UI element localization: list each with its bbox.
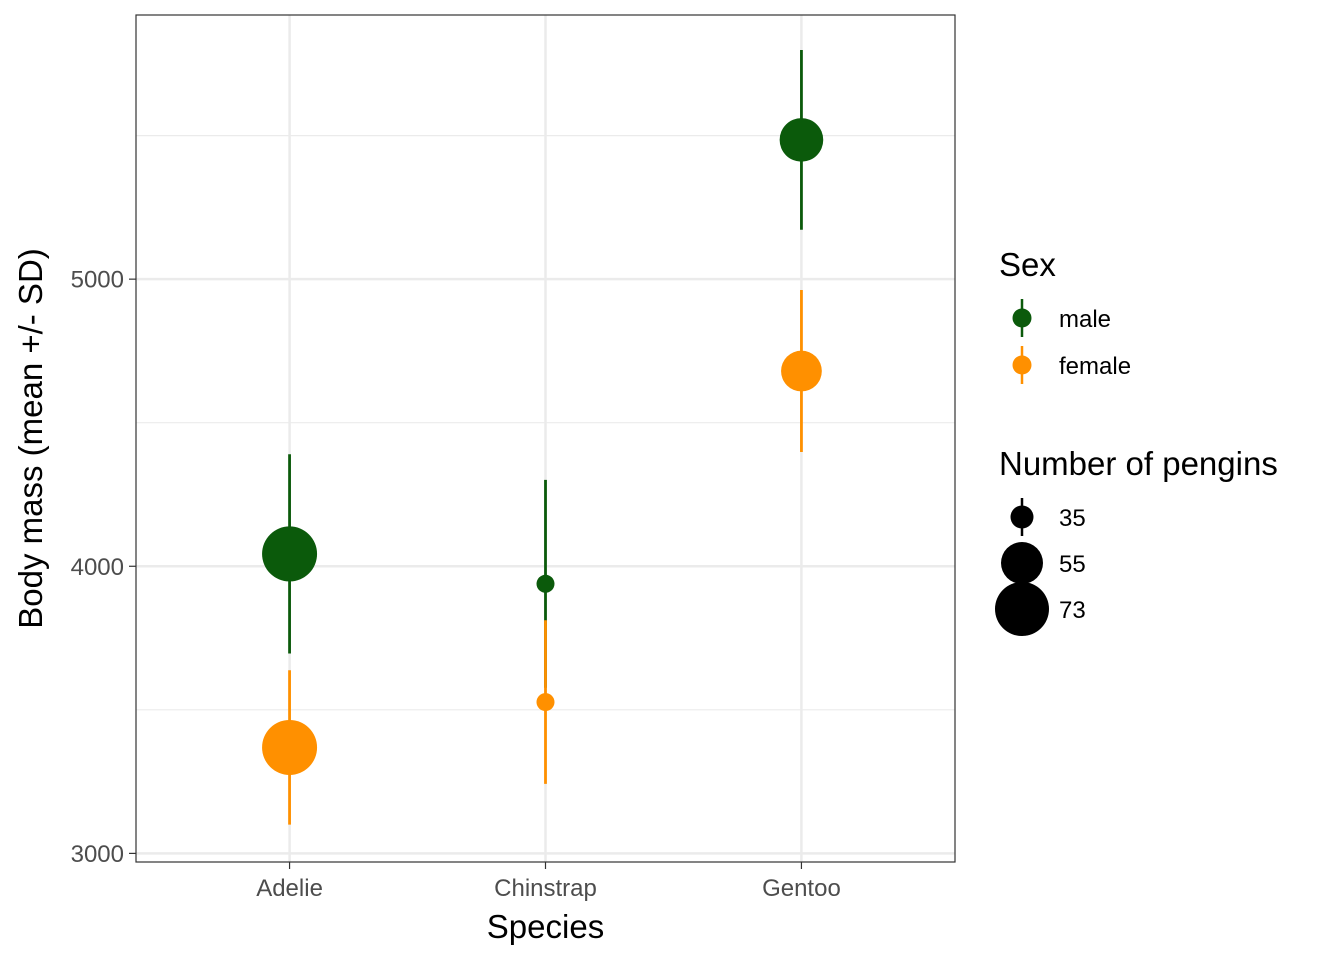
axes: 3000 4000 5000 Adelie Chinstrap Gentoo	[71, 267, 841, 902]
legend-size-key-73	[995, 582, 1049, 636]
legend-key-male	[1012, 308, 1032, 328]
y-tick-label: 3000	[71, 841, 124, 868]
legend-size-label-73: 73	[1059, 597, 1086, 624]
point-female-adelie	[262, 719, 318, 775]
x-tick-label-gentoo: Gentoo	[762, 875, 841, 902]
legend-size-key-35	[1010, 505, 1034, 529]
point-female-gentoo	[781, 350, 822, 392]
data-marks	[262, 50, 824, 825]
x-tick-label-adelie: Adelie	[256, 875, 323, 902]
legend-label-male: male	[1059, 306, 1111, 333]
legend-size-key-55	[1001, 542, 1043, 584]
legend-size-label-55: 55	[1059, 551, 1086, 578]
x-axis-title: Species	[487, 908, 604, 945]
legend-sex-title: Sex	[999, 246, 1056, 283]
legend-label-female: female	[1059, 353, 1131, 380]
legend-key-female	[1012, 355, 1032, 375]
point-female-chinstrap	[536, 693, 555, 712]
y-tick-label: 5000	[71, 267, 124, 294]
y-axis-title: Body mass (mean +/- SD)	[12, 248, 49, 629]
legend: Sex Number of pengins male female 35 55 73	[995, 246, 1278, 636]
point-male-chinstrap	[536, 574, 555, 593]
legend-size-title: Number of pengins	[999, 445, 1278, 482]
y-tick-label: 4000	[71, 554, 124, 581]
x-tick-label-chinstrap: Chinstrap	[494, 875, 597, 902]
point-male-gentoo	[779, 118, 824, 162]
legend-size-label-35: 35	[1059, 505, 1086, 532]
point-male-adelie	[262, 526, 318, 582]
